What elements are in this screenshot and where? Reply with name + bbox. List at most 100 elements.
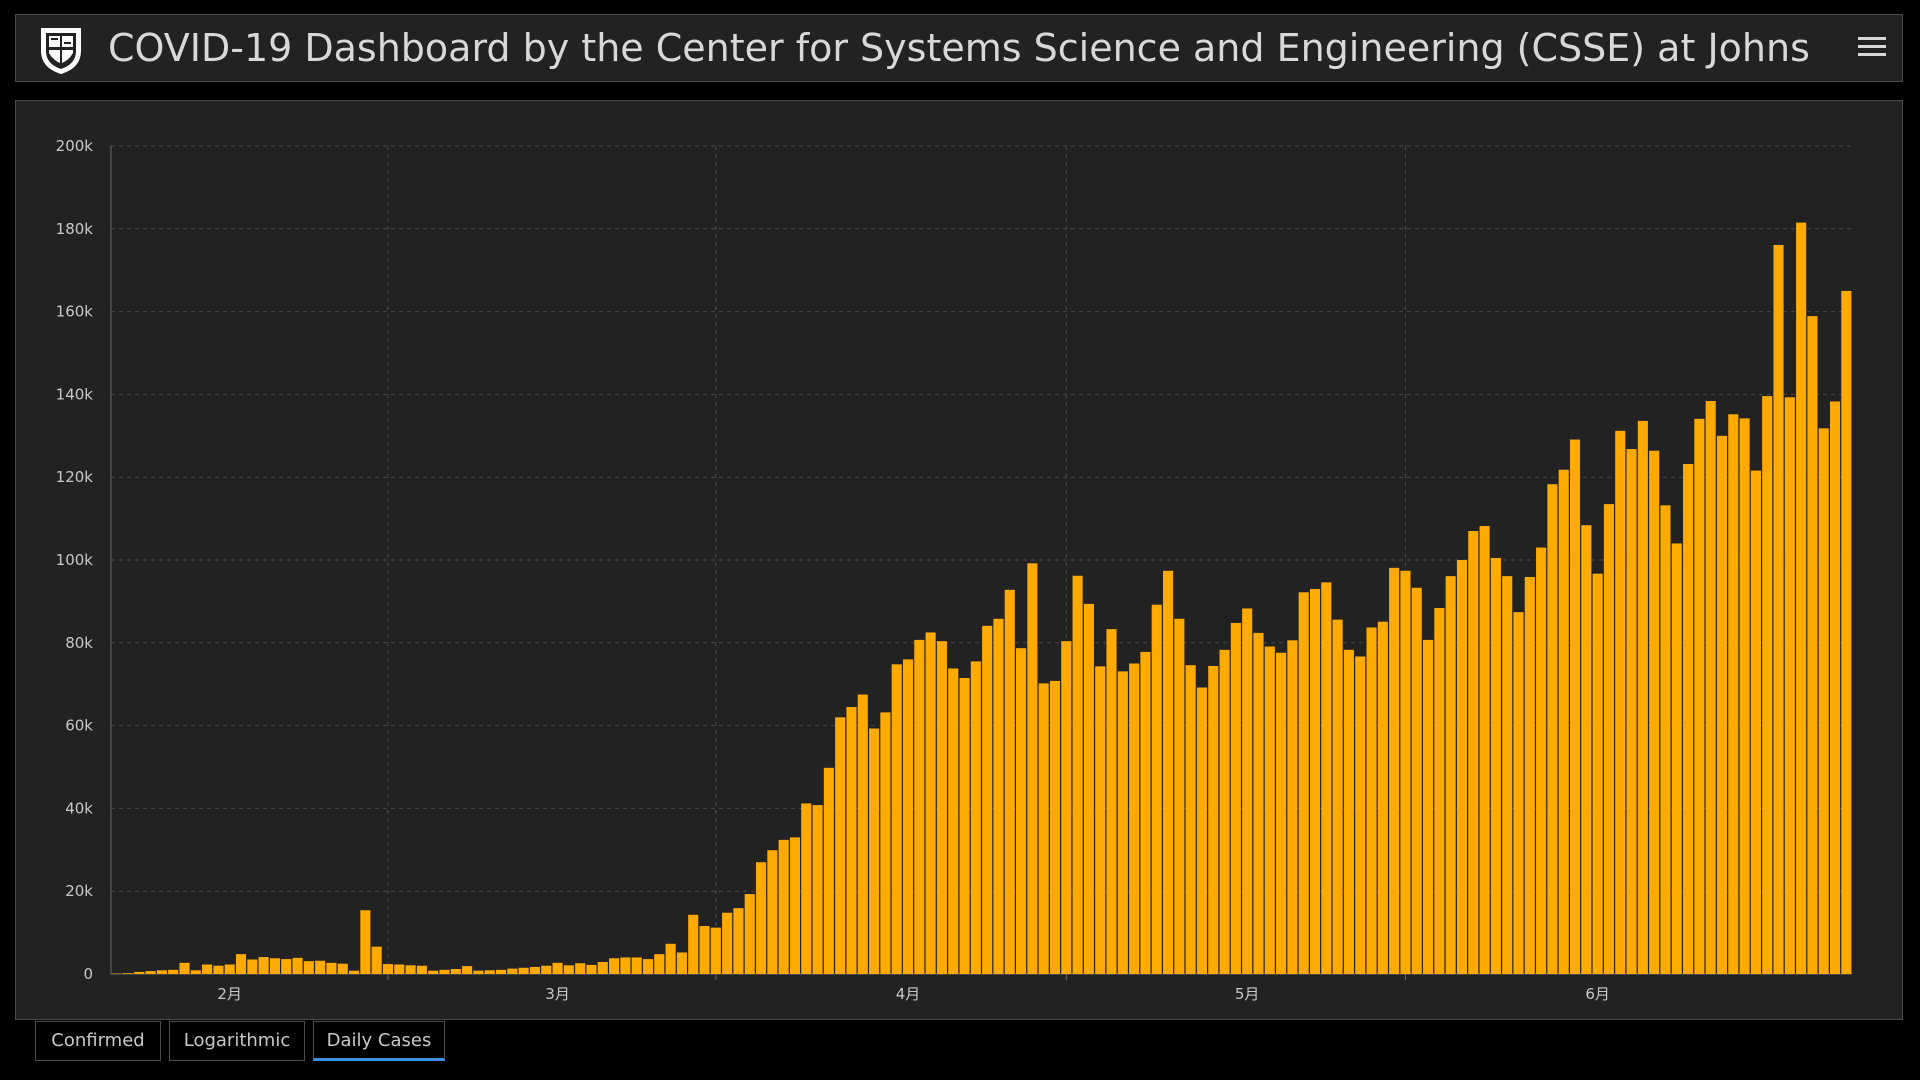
bar — [1004, 589, 1015, 974]
bar — [869, 728, 880, 974]
bar — [1185, 665, 1196, 974]
bar — [1174, 618, 1185, 974]
bar — [349, 970, 360, 974]
bar — [1660, 505, 1671, 974]
x-tick-label: 5月 — [1235, 985, 1260, 1003]
bar — [1242, 608, 1253, 974]
bar — [473, 970, 484, 974]
y-tick-label: 200k — [56, 137, 94, 155]
bar — [1162, 570, 1174, 974]
bar — [1615, 430, 1626, 974]
bar — [1716, 435, 1728, 974]
bar — [970, 661, 981, 974]
bar — [1468, 531, 1479, 974]
hamburger-menu-icon[interactable] — [1858, 33, 1888, 63]
x-tick-label: 4月 — [896, 985, 921, 1003]
y-tick-label: 20k — [65, 882, 93, 900]
bar — [428, 970, 439, 974]
bar — [495, 969, 507, 974]
bar — [134, 971, 145, 974]
bar — [371, 946, 382, 974]
y-tick-label: 120k — [56, 468, 94, 486]
bar — [586, 964, 597, 974]
bar — [1016, 648, 1027, 974]
bar — [382, 964, 394, 974]
bar — [1355, 656, 1366, 974]
bar — [462, 966, 473, 974]
bar — [292, 957, 303, 974]
bar — [1841, 290, 1852, 974]
bar — [597, 961, 608, 974]
bar — [801, 803, 812, 974]
bar — [993, 618, 1004, 974]
bar — [1434, 608, 1445, 974]
bar — [1196, 687, 1208, 974]
bar — [360, 910, 371, 974]
tab-logarithmic[interactable]: Logarithmic — [169, 1021, 305, 1061]
bar — [1061, 641, 1072, 974]
bar — [835, 717, 846, 974]
tab-daily-cases[interactable]: Daily Cases — [313, 1021, 445, 1061]
bar — [541, 965, 552, 974]
y-tick-label: 140k — [56, 385, 94, 403]
bar — [846, 706, 857, 974]
bar — [1027, 563, 1038, 974]
bar — [1038, 683, 1049, 974]
bar — [1298, 592, 1309, 974]
bar — [902, 659, 914, 974]
tab-confirmed[interactable]: Confirmed — [35, 1021, 161, 1061]
bar — [315, 960, 326, 974]
bar — [778, 839, 789, 974]
bar — [156, 970, 167, 974]
bar — [518, 967, 529, 974]
bar — [1445, 576, 1456, 974]
x-tick-label: 2月 — [217, 985, 242, 1003]
bar — [880, 712, 891, 974]
bar — [145, 971, 156, 974]
bar — [168, 969, 179, 974]
bar — [563, 965, 574, 974]
bar — [247, 959, 258, 974]
bar — [179, 962, 190, 974]
bar — [699, 925, 710, 974]
bar — [1637, 420, 1648, 974]
bar — [552, 962, 563, 974]
bar — [202, 964, 213, 974]
bar — [1739, 418, 1750, 974]
bar — [405, 965, 416, 974]
bar — [235, 954, 247, 974]
bar — [1547, 484, 1558, 974]
bar — [1569, 439, 1581, 974]
bar — [213, 965, 224, 974]
y-tick-label: 160k — [56, 303, 94, 321]
bar — [654, 954, 665, 974]
bar — [925, 632, 936, 974]
bar — [1343, 649, 1354, 974]
daily-cases-chart: 0 20k 40k 60k 80k 100k 120k 140k 160k 180k 200k 2月 3… — [56, 137, 1852, 1003]
y-tick-label: 0 — [83, 965, 93, 983]
bar — [1287, 640, 1298, 974]
bar — [948, 668, 959, 974]
bar — [1389, 567, 1400, 974]
bar — [439, 969, 450, 974]
bar — [1264, 646, 1275, 974]
bar — [722, 912, 733, 974]
bar — [1095, 666, 1106, 974]
bar — [1762, 396, 1773, 974]
bar — [450, 969, 461, 974]
bar — [484, 970, 495, 974]
bar — [823, 767, 834, 974]
y-tick-label: 180k — [56, 220, 94, 238]
bar — [1411, 587, 1422, 974]
bar — [1750, 470, 1761, 974]
bar — [1502, 576, 1513, 974]
bar — [1072, 575, 1083, 974]
bar — [1536, 547, 1547, 974]
bar — [1117, 671, 1128, 974]
bar — [1230, 622, 1241, 974]
bar — [1377, 621, 1388, 974]
bar — [1558, 469, 1569, 974]
bar — [1276, 652, 1287, 974]
bar — [1309, 588, 1321, 974]
y-tick-label: 80k — [65, 634, 93, 652]
